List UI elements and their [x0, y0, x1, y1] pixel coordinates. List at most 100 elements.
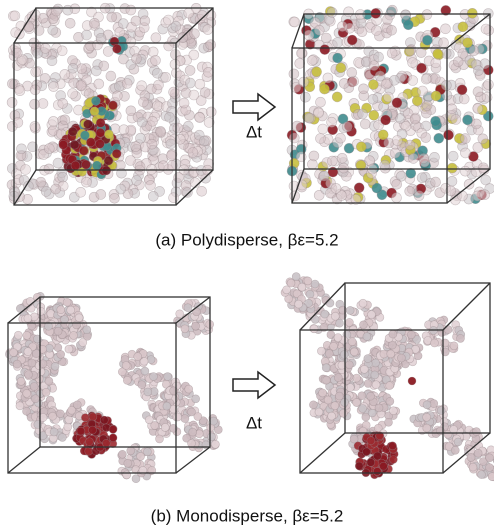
- particle: [38, 359, 48, 369]
- particle: [479, 189, 491, 200]
- particle: [332, 37, 343, 48]
- particle: [158, 160, 169, 171]
- particle: [177, 32, 188, 44]
- particle: [187, 439, 196, 448]
- particle: [11, 47, 23, 59]
- particle: [62, 4, 74, 16]
- particle: [368, 110, 380, 121]
- particle: [102, 46, 114, 57]
- arrow-a: [232, 92, 277, 122]
- particle: [438, 37, 449, 49]
- particle: [29, 121, 41, 132]
- particle: [63, 422, 73, 432]
- particle: [24, 370, 33, 379]
- particle: [131, 53, 142, 65]
- particle: [118, 124, 130, 135]
- box-face: [13, 42, 177, 206]
- particle: [16, 143, 27, 155]
- cluster: [118, 347, 158, 390]
- particle: [355, 141, 367, 153]
- particle: [420, 73, 432, 85]
- particle: [303, 276, 313, 286]
- particle: [196, 186, 207, 197]
- box-edge: [442, 282, 491, 331]
- particle: [358, 83, 369, 95]
- particle: [104, 129, 114, 140]
- particle: [199, 135, 210, 147]
- box-edge: [7, 296, 41, 324]
- particle: [422, 423, 432, 433]
- particle: [88, 412, 98, 422]
- particle: [15, 401, 25, 411]
- particle: [68, 126, 78, 137]
- particle: [457, 190, 468, 202]
- particle: [193, 412, 203, 421]
- particle: [409, 113, 421, 125]
- particle: [363, 379, 373, 388]
- particle: [44, 321, 53, 331]
- particle: [389, 147, 401, 159]
- particle: [108, 433, 118, 443]
- arrow-b: [232, 370, 277, 400]
- particle: [111, 148, 122, 159]
- particle: [188, 89, 200, 101]
- particle: [313, 107, 324, 119]
- particle: [348, 75, 360, 87]
- particle: [353, 182, 365, 194]
- particle: [314, 407, 324, 417]
- particle: [41, 387, 51, 397]
- particle: [10, 27, 21, 38]
- box-face: [299, 329, 444, 474]
- particle: [330, 401, 340, 411]
- particle: [31, 394, 40, 404]
- caption: (a) Polydisperse, βε=5.2: [155, 230, 338, 249]
- particle: [122, 470, 131, 480]
- particle: [27, 321, 36, 331]
- particle: [126, 446, 135, 456]
- particle: [75, 80, 87, 91]
- particle: [152, 68, 163, 79]
- particle: [357, 391, 367, 401]
- particle: [389, 406, 398, 416]
- particle: [289, 16, 301, 28]
- particle: [395, 171, 407, 182]
- particle: [373, 51, 384, 63]
- cluster: [5, 339, 48, 380]
- particle: [308, 150, 320, 162]
- particle: [397, 353, 406, 363]
- particle: [471, 118, 482, 130]
- box: [291, 13, 491, 204]
- particle: [187, 147, 199, 158]
- particle: [480, 174, 492, 186]
- particle: [49, 427, 59, 437]
- particle: [295, 151, 307, 163]
- particle: [80, 130, 90, 141]
- particle: [309, 324, 319, 334]
- particle: [62, 297, 72, 307]
- particle: [440, 338, 450, 348]
- particle: [66, 305, 75, 315]
- particle: [346, 34, 358, 46]
- particle: [321, 363, 331, 373]
- particle: [443, 129, 454, 141]
- particle: [429, 73, 441, 84]
- particle: [53, 326, 63, 336]
- particle: [417, 85, 428, 97]
- particle: [282, 285, 291, 295]
- particle: [136, 116, 148, 128]
- particle: [149, 372, 158, 381]
- particle: [81, 413, 90, 422]
- particle: [143, 387, 153, 397]
- particle: [440, 5, 452, 16]
- particle: [194, 112, 205, 123]
- particle: [125, 4, 137, 16]
- particle: [105, 70, 117, 82]
- particle: [462, 37, 473, 49]
- particle: [23, 347, 33, 356]
- particle: [477, 470, 486, 479]
- particle: [480, 23, 492, 35]
- particle: [88, 425, 97, 435]
- particle: [487, 472, 494, 481]
- particle: [306, 55, 318, 66]
